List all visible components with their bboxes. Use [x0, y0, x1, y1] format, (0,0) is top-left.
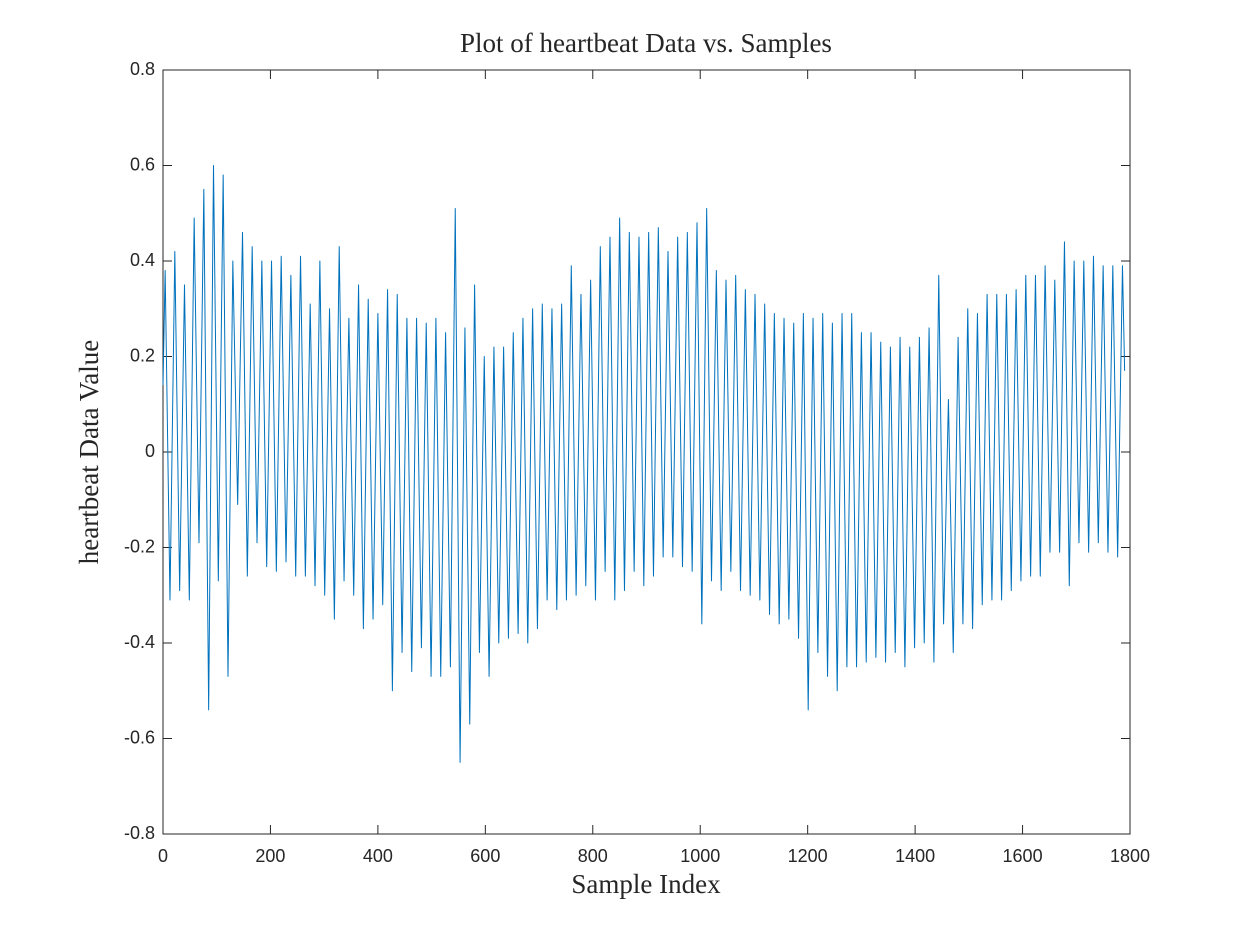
y-tick-label: 0.8: [130, 59, 155, 79]
y-tick-label: -0.2: [124, 536, 155, 556]
x-tick-label: 1600: [1003, 846, 1043, 866]
x-tick-label: 1000: [680, 846, 720, 866]
y-tick-label: 0: [145, 441, 155, 461]
x-tick-label: 400: [363, 846, 393, 866]
x-tick-label: 600: [470, 846, 500, 866]
x-tick-label: 1400: [895, 846, 935, 866]
y-tick-label: 0.4: [130, 250, 155, 270]
plot-box: [162, 69, 1131, 835]
x-tick-label: 200: [255, 846, 285, 866]
y-axis-label: heartbeat Data Value: [74, 340, 104, 564]
x-tick-label: 1200: [788, 846, 828, 866]
y-tick-label: 0.6: [130, 154, 155, 174]
chart-title: Plot of heartbeat Data vs. Samples: [460, 28, 832, 58]
data-line: [162, 165, 1126, 763]
x-axis-label: Sample Index: [571, 869, 721, 899]
y-tick-label: 0.2: [130, 345, 155, 365]
y-tick-label: -0.8: [124, 823, 155, 843]
y-tick-label: -0.6: [124, 727, 155, 747]
x-tick-label: 0: [158, 846, 168, 866]
x-tick-label: 1800: [1110, 846, 1150, 866]
x-tick-label: 800: [578, 846, 608, 866]
y-tick-label: -0.4: [124, 632, 155, 652]
